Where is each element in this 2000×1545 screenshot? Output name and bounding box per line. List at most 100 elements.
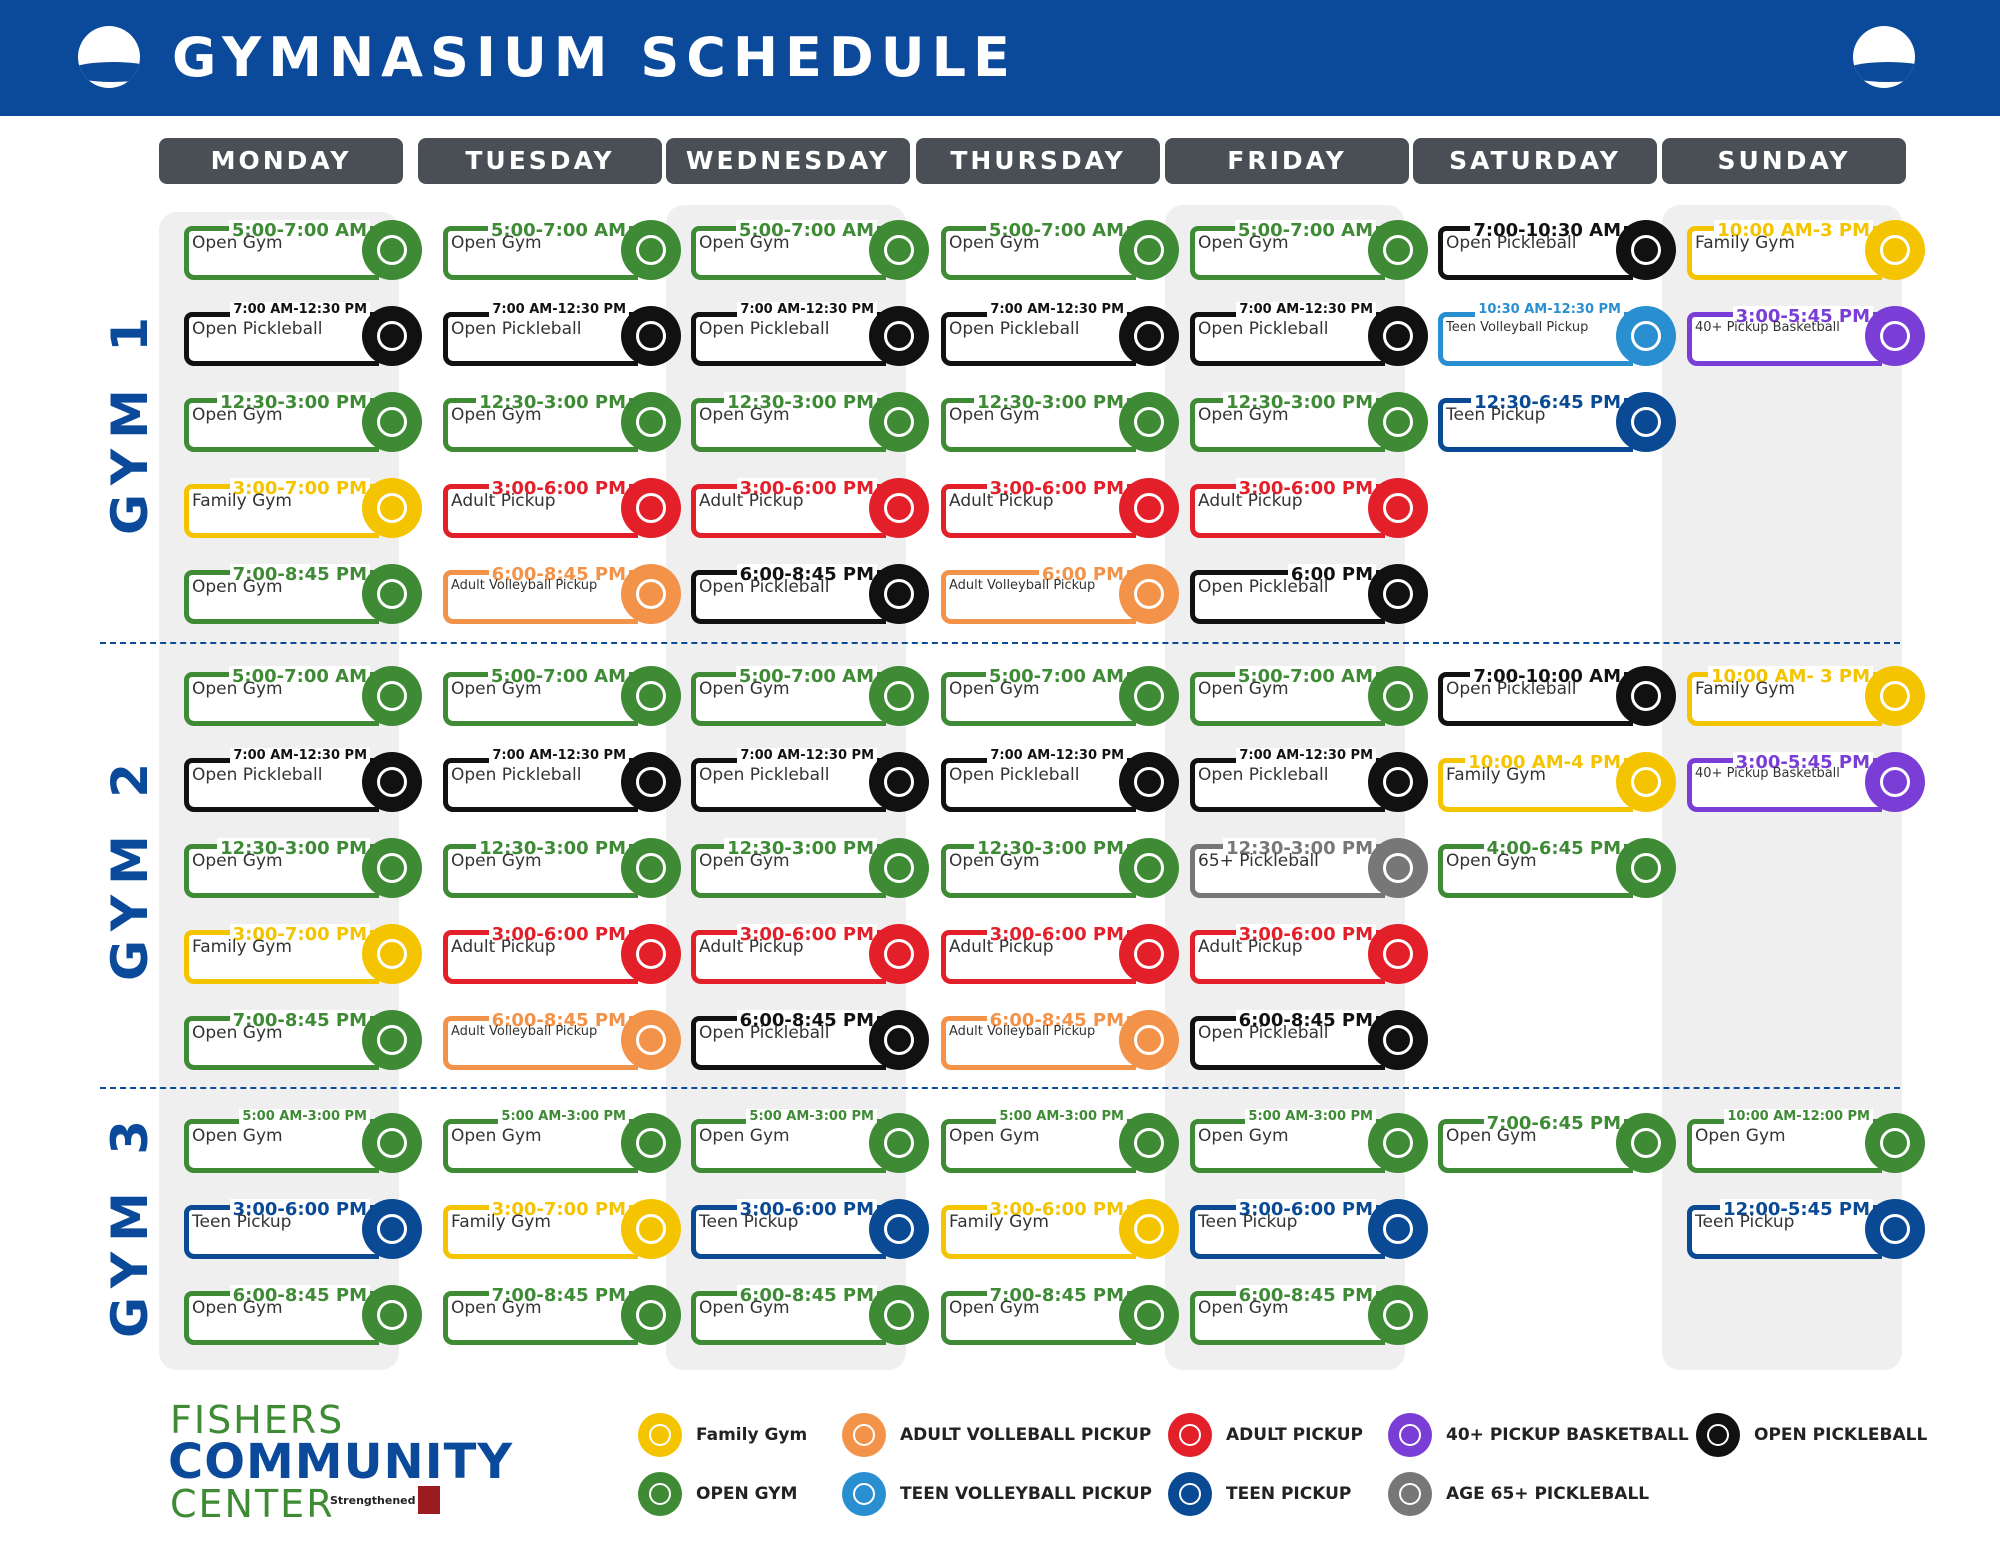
entry-time: 6:00-8:45 PM bbox=[488, 1010, 629, 1031]
entry-time: 3:00-7:00 PM bbox=[229, 924, 370, 945]
schedule-entry: 3:00-6:00 PM Teen Pickup bbox=[1190, 1197, 1428, 1259]
entry-time: 12:30-3:00 PM bbox=[724, 392, 877, 413]
entry-time: 5:00-7:00 AM bbox=[228, 220, 370, 241]
activity-icon bbox=[1119, 1285, 1179, 1345]
activity-icon bbox=[1119, 924, 1179, 984]
schedule-entry: 5:00-7:00 AM Open Gym bbox=[941, 664, 1179, 726]
schedule-entry: 3:00-6:00 PM Teen Pickup bbox=[184, 1197, 422, 1259]
schedule-entry: 12:30-3:00 PM Open Gym bbox=[443, 390, 681, 452]
logo-icon bbox=[78, 26, 140, 88]
entry-activity: Open Gym bbox=[1198, 1298, 1289, 1318]
activity-icon bbox=[1616, 666, 1676, 726]
entry-activity: Adult Volleyball Pickup bbox=[949, 578, 1096, 593]
activity-icon bbox=[869, 1285, 929, 1345]
logo-text: COMMUNITY bbox=[168, 1434, 514, 1490]
schedule-entry: 7:00-10:00 AM Open Pickleball bbox=[1438, 664, 1676, 726]
entry-time: 3:00-7:00 PM bbox=[229, 478, 370, 499]
legend-label: ADULT VOLLEBALL PICKUP bbox=[900, 1425, 1152, 1445]
entry-activity: Open Gym bbox=[1446, 851, 1537, 871]
schedule-entry: 3:00-7:00 PM Family Gym bbox=[443, 1197, 681, 1259]
entry-activity: Open Gym bbox=[1198, 1126, 1289, 1146]
entry-time: 12:30-3:00 PM bbox=[974, 838, 1127, 859]
schedule-entry: 12:30-3:00 PM Open Gym bbox=[184, 390, 422, 452]
activity-icon bbox=[362, 752, 422, 812]
schedule-entry: 3:00-6:00 PM Family Gym bbox=[941, 1197, 1179, 1259]
activity-icon bbox=[621, 1285, 681, 1345]
activity-icon bbox=[621, 924, 681, 984]
schedule-entry: 3:00-7:00 PM Family Gym bbox=[184, 476, 422, 538]
activity-icon bbox=[621, 838, 681, 898]
entry-activity: Open Gym bbox=[699, 1126, 790, 1146]
legend-swatch bbox=[638, 1472, 682, 1516]
activity-icon bbox=[869, 392, 929, 452]
entry-time: 7:00 AM-12:30 PM bbox=[737, 302, 877, 317]
entry-activity: Open Pickleball bbox=[192, 319, 323, 339]
entry-time: 6:00-8:45 PM bbox=[736, 1285, 877, 1306]
entry-time: 3:00-5:45 PM bbox=[1732, 752, 1873, 773]
schedule-entry: 5:00-7:00 AM Open Gym bbox=[184, 218, 422, 280]
legend-swatch bbox=[842, 1413, 886, 1457]
schedule-entry: 10:00 AM-12:00 PM Open Gym bbox=[1687, 1109, 1925, 1173]
schedule-entry: 3:00-6:00 PM Adult Pickup bbox=[941, 476, 1179, 538]
activity-icon bbox=[869, 924, 929, 984]
entry-activity: Open Gym bbox=[192, 1298, 283, 1318]
activity-icon bbox=[1616, 392, 1676, 452]
activity-icon bbox=[1368, 924, 1428, 984]
entry-time: 12:30-3:00 PM bbox=[1223, 392, 1376, 413]
entry-activity: Open Gym bbox=[1198, 233, 1289, 253]
entry-activity: Teen Pickup bbox=[1695, 1212, 1795, 1232]
schedule-entry: 7:00 AM-12:30 PM Open Pickleball bbox=[184, 748, 422, 812]
entry-time: 5:00-7:00 AM bbox=[735, 666, 877, 687]
legend-swatch bbox=[1696, 1413, 1740, 1457]
entry-time: 12:30-3:00 PM bbox=[476, 392, 629, 413]
entry-activity: Open Gym bbox=[949, 233, 1040, 253]
entry-activity: Adult Volleyball Pickup bbox=[451, 1024, 598, 1039]
activity-icon bbox=[362, 392, 422, 452]
entry-time: 7:00 AM-12:30 PM bbox=[737, 748, 877, 763]
entry-activity: Open Gym bbox=[1446, 1126, 1537, 1146]
entry-time: 5:00 AM-3:00 PM bbox=[498, 1109, 629, 1124]
entry-time: 3:00-6:00 PM bbox=[1235, 478, 1376, 499]
legend-swatch bbox=[842, 1472, 886, 1516]
entry-time: 3:00-6:00 PM bbox=[488, 924, 629, 945]
entry-time: 5:00 AM-3:00 PM bbox=[996, 1109, 1127, 1124]
entry-activity: Teen Pickup bbox=[699, 1212, 799, 1232]
entry-time: 3:00-6:00 PM bbox=[986, 1199, 1127, 1220]
entry-time: 3:00-6:00 PM bbox=[229, 1199, 370, 1220]
entry-activity: Open Pickleball bbox=[699, 1023, 830, 1043]
legend-label: AGE 65+ PICKLEBALL bbox=[1446, 1484, 1650, 1504]
schedule-entry: 3:00-5:45 PM 40+ Pickup Basketball bbox=[1687, 750, 1925, 812]
activity-icon bbox=[362, 838, 422, 898]
activity-icon bbox=[1368, 478, 1428, 538]
day-header: WEDNESDAY bbox=[666, 138, 910, 184]
entry-box bbox=[1190, 312, 1385, 366]
entry-activity: Open Gym bbox=[451, 679, 542, 699]
gym-label: GYM 1 bbox=[101, 306, 159, 536]
entry-activity: 40+ Pickup Basketball bbox=[1695, 320, 1840, 335]
entry-activity: Adult Pickup bbox=[699, 491, 804, 511]
activity-icon bbox=[1616, 220, 1676, 280]
schedule-entry: 7:00 AM-12:30 PM Open Pickleball bbox=[1190, 748, 1428, 812]
activity-icon bbox=[362, 478, 422, 538]
entry-time: 5:00-7:00 AM bbox=[735, 220, 877, 241]
schedule-entry: 3:00-6:00 PM Adult Pickup bbox=[691, 476, 929, 538]
entry-time: 7:00 AM-12:30 PM bbox=[489, 748, 629, 763]
activity-icon bbox=[621, 1010, 681, 1070]
schedule-entry: 5:00-7:00 AM Open Gym bbox=[443, 218, 681, 280]
gym-label: GYM 3 bbox=[101, 1109, 159, 1339]
schedule-entry: 12:00-5:45 PM Teen Pickup bbox=[1687, 1197, 1925, 1259]
entry-time: 10:30 AM-12:30 PM bbox=[1475, 302, 1624, 317]
schedule-entry: 5:00 AM-3:00 PM Open Gym bbox=[184, 1109, 422, 1173]
entry-time: 3:00-6:00 PM bbox=[736, 924, 877, 945]
activity-icon bbox=[621, 392, 681, 452]
entry-box bbox=[941, 1119, 1136, 1173]
entry-activity: Open Pickleball bbox=[949, 319, 1080, 339]
entry-activity: Family Gym bbox=[949, 1212, 1049, 1232]
logo-text: CENTER bbox=[170, 1482, 335, 1526]
activity-icon bbox=[362, 1113, 422, 1173]
entry-time: 6:00-8:45 PM bbox=[736, 1010, 877, 1031]
entry-activity: Family Gym bbox=[1695, 679, 1795, 699]
day-header: SUNDAY bbox=[1662, 138, 1906, 184]
activity-icon bbox=[362, 666, 422, 726]
entry-activity: Teen Pickup bbox=[1198, 1212, 1298, 1232]
